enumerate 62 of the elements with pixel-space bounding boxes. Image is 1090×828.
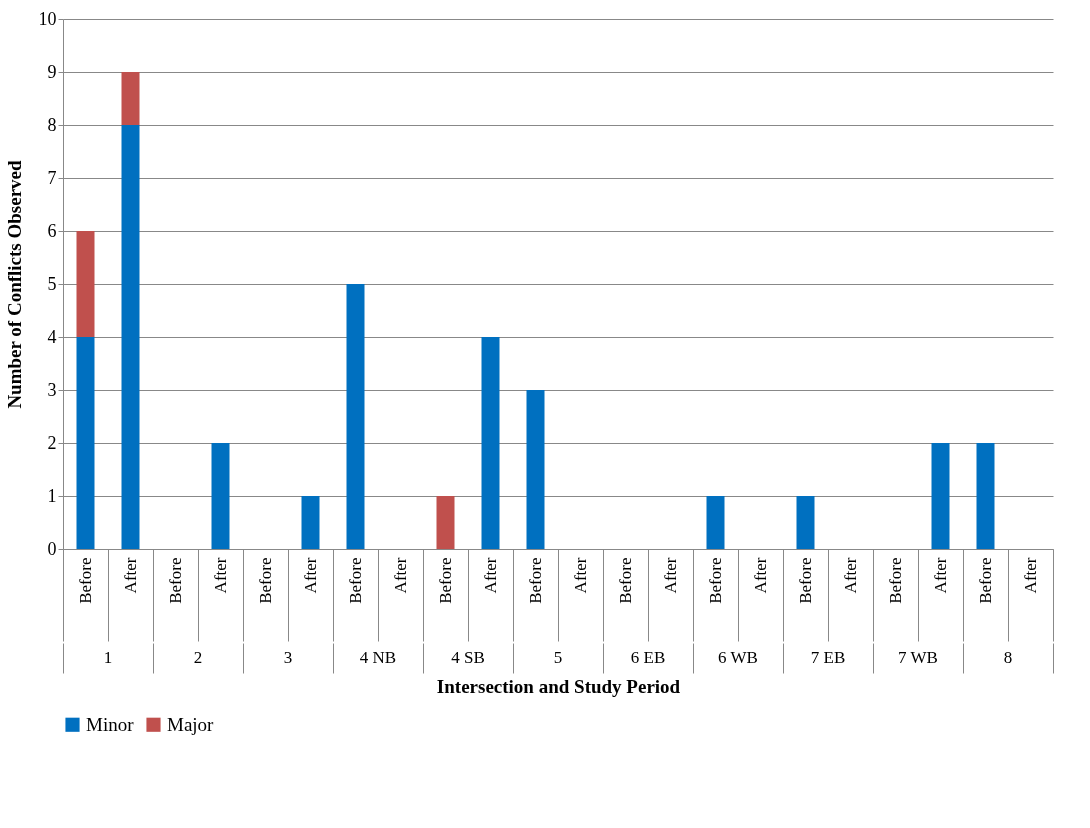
bar xyxy=(706,496,725,549)
text: 2 xyxy=(193,648,203,667)
legend-label: Minor xyxy=(86,713,135,735)
y-tick-label: 9 xyxy=(47,61,57,82)
x-tick-label: After xyxy=(301,557,320,594)
y-tick-label: 0 xyxy=(47,538,57,559)
bar xyxy=(121,72,140,125)
bar xyxy=(481,337,500,549)
y-axis-title: Number of Conflicts Observed xyxy=(3,159,25,409)
text: 8 xyxy=(1003,648,1013,667)
x-tick-label: After xyxy=(931,557,950,594)
bar xyxy=(436,496,455,549)
x-tick-label: Before xyxy=(76,557,95,604)
x-tick-label: After xyxy=(661,557,680,594)
bar xyxy=(526,390,545,549)
y-tick-label: 7 xyxy=(47,167,57,188)
x-tick-label: Before xyxy=(796,557,815,604)
x-tick-label: Before xyxy=(346,557,365,604)
x-tick-label: Before xyxy=(256,557,275,604)
y-tick-label: 3 xyxy=(47,379,57,400)
text: 6 EB xyxy=(630,648,666,667)
bar xyxy=(976,443,995,549)
legend-label: Major xyxy=(167,713,215,735)
x-tick-label: Before xyxy=(616,557,635,604)
x-tick-label: Before xyxy=(886,557,905,604)
x-tick-label: After xyxy=(121,557,140,594)
text: 6 WB xyxy=(718,648,758,667)
x-tick-label: Before xyxy=(526,557,545,604)
bar xyxy=(796,496,815,549)
bar xyxy=(76,337,95,549)
x-tick-label: After xyxy=(481,557,500,594)
text: 7 EB xyxy=(810,648,846,667)
y-tick-label: 1 xyxy=(47,485,57,506)
text: 1 xyxy=(103,648,113,667)
text: 4 SB xyxy=(451,648,485,667)
y-tick-label: 8 xyxy=(47,114,57,135)
x-tick-label: Before xyxy=(166,557,185,604)
x-tick-label: Before xyxy=(706,557,725,604)
x-tick-label: After xyxy=(751,557,770,594)
x-tick-label: After xyxy=(211,557,230,594)
text: 3 xyxy=(283,648,293,667)
bar xyxy=(931,443,950,549)
x-tick-label: After xyxy=(1021,557,1040,594)
bar xyxy=(211,443,230,549)
y-tick-label: 10 xyxy=(38,8,57,29)
text: 5 xyxy=(553,648,563,667)
y-tick-label: 4 xyxy=(47,326,57,347)
x-tick-label: Before xyxy=(436,557,455,604)
x-tick-label: After xyxy=(841,557,860,594)
bar xyxy=(76,231,95,337)
x-tick-label: After xyxy=(391,557,410,594)
y-tick-label: 2 xyxy=(47,432,57,453)
y-tick-label: 6 xyxy=(47,220,57,241)
bar xyxy=(301,496,320,549)
text: 4 NB xyxy=(359,648,397,667)
y-tick-label: 5 xyxy=(47,273,57,294)
bar xyxy=(121,125,140,549)
text: 7 WB xyxy=(898,648,938,667)
bar xyxy=(346,284,365,549)
x-axis-title: Intersection and Study Period xyxy=(436,676,681,697)
x-tick-label: Before xyxy=(976,557,995,604)
x-tick-label: After xyxy=(571,557,590,594)
